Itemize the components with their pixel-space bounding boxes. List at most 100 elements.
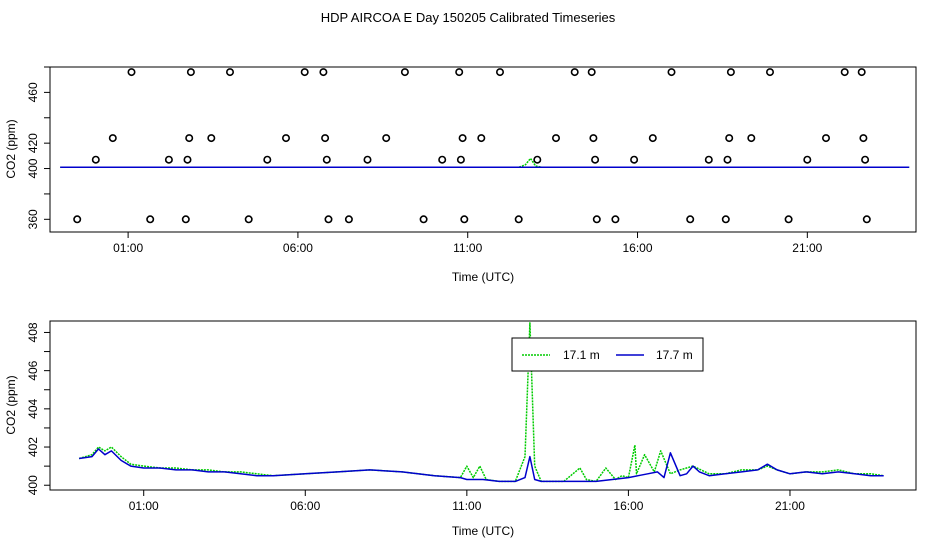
bottom-y-axis: 400 402 404 406 408 xyxy=(26,322,50,495)
calibration-marker xyxy=(344,215,353,224)
bottom-x-tick-label: 16:00 xyxy=(613,499,643,513)
calibration-marker xyxy=(591,155,600,164)
top-x-tick-label: 01:00 xyxy=(113,241,143,255)
calibration-marker xyxy=(495,68,504,77)
top-x-tick-label: 21:00 xyxy=(792,241,822,255)
calibration-marker xyxy=(181,215,190,224)
bottom-y-tick-label: 406 xyxy=(26,360,40,380)
calibration-marker xyxy=(207,134,216,143)
calibration-marker xyxy=(185,134,194,143)
top-y-axis: 360 400 420 460 xyxy=(26,66,50,229)
calibration-marker xyxy=(821,134,830,143)
calibration-marker xyxy=(862,215,871,224)
bottom-x-tick-label: 21:00 xyxy=(775,499,805,513)
bottom-panel: 400 402 404 406 408 01:00 06:00 11:00 16:00 21:0… xyxy=(4,320,917,538)
calibration-marker xyxy=(859,134,868,143)
top-y-axis-label: CO2 (ppm) xyxy=(4,119,18,178)
calibration-marker xyxy=(721,215,730,224)
top-y-tick-label: 360 xyxy=(26,209,40,229)
calibration-marker xyxy=(186,68,195,77)
top-plot-frame xyxy=(49,66,917,233)
top-y-tick-label: 460 xyxy=(26,82,40,102)
calibration-marker xyxy=(784,215,793,224)
calibration-marker xyxy=(455,68,464,77)
calibration-marker xyxy=(592,215,601,224)
calibration-marker xyxy=(667,68,676,77)
calibration-marker xyxy=(438,155,447,164)
top-x-tick-label: 06:00 xyxy=(283,241,313,255)
calibration-marker xyxy=(704,155,713,164)
calibration-marker xyxy=(108,134,117,143)
legend: 17.1 m 17.7 m xyxy=(511,337,704,372)
calibration-marker xyxy=(321,134,330,143)
calibration-marker xyxy=(458,134,467,143)
top-x-axis-label: Time (UTC) xyxy=(452,270,514,284)
calibration-marker xyxy=(263,155,272,164)
top-markers-group xyxy=(73,68,871,224)
calibration-marker xyxy=(840,68,849,77)
calibration-marker xyxy=(319,68,328,77)
top-x-axis: 01:00 06:00 11:00 16:00 21:00 xyxy=(113,232,823,255)
calibration-marker xyxy=(183,155,192,164)
bottom-x-axis: 01:00 06:00 11:00 16:00 21:00 xyxy=(129,490,805,513)
calibration-marker xyxy=(382,134,391,143)
calibration-marker xyxy=(587,68,596,77)
bottom-series-line-0 xyxy=(78,322,884,483)
top-y-tick-label: 400 xyxy=(26,158,40,178)
top-y-tick-label: 420 xyxy=(26,133,40,153)
calibration-marker xyxy=(146,215,155,224)
calibration-marker xyxy=(861,155,870,164)
calibration-marker xyxy=(324,215,333,224)
legend-box xyxy=(511,337,704,372)
legend-label-17-7m: 17.7 m xyxy=(656,348,693,362)
bottom-series-line-1 xyxy=(78,448,884,483)
calibration-marker xyxy=(400,68,409,77)
chart-title: HDP AIRCOA E Day 150205 Calibrated Times… xyxy=(321,10,616,25)
calibration-marker xyxy=(477,134,486,143)
bottom-y-tick-label: 404 xyxy=(26,399,40,419)
calibration-marker xyxy=(281,134,290,143)
bottom-y-tick-label: 402 xyxy=(26,437,40,457)
bottom-x-tick-label: 01:00 xyxy=(129,499,159,513)
calibration-marker xyxy=(648,134,657,143)
calibration-marker xyxy=(589,134,598,143)
calibration-marker xyxy=(244,215,253,224)
calibration-marker xyxy=(91,155,100,164)
calibration-marker xyxy=(726,68,735,77)
calibration-marker xyxy=(803,155,812,164)
calibration-marker xyxy=(226,68,235,77)
calibration-marker xyxy=(570,68,579,77)
calibration-marker xyxy=(723,155,732,164)
calibration-marker xyxy=(73,215,82,224)
calibration-marker xyxy=(322,155,331,164)
calibration-marker xyxy=(725,134,734,143)
calibration-marker xyxy=(363,155,372,164)
calibration-marker xyxy=(533,155,542,164)
calibration-marker xyxy=(765,68,774,77)
calibration-marker xyxy=(419,215,428,224)
bottom-y-tick-label: 400 xyxy=(26,475,40,495)
calibration-marker xyxy=(514,215,523,224)
legend-label-17-1m: 17.1 m xyxy=(563,348,600,362)
calibration-marker xyxy=(611,215,620,224)
top-series-group xyxy=(60,157,910,169)
calibration-marker xyxy=(164,155,173,164)
bottom-plot-frame xyxy=(49,320,917,491)
bottom-y-axis-label: CO2 (ppm) xyxy=(4,375,18,434)
calibration-marker xyxy=(300,68,309,77)
bottom-y-tick-label: 408 xyxy=(26,322,40,342)
top-x-tick-label: 16:00 xyxy=(623,241,653,255)
bottom-x-tick-label: 11:00 xyxy=(452,499,481,513)
calibration-marker xyxy=(630,155,639,164)
bottom-x-axis-label: Time (UTC) xyxy=(452,524,514,538)
calibration-marker xyxy=(747,134,756,143)
bottom-series-group xyxy=(78,322,884,483)
calibration-marker xyxy=(460,215,469,224)
bottom-x-tick-label: 06:00 xyxy=(290,499,320,513)
calibration-marker xyxy=(456,155,465,164)
calibration-marker xyxy=(857,68,866,77)
calibration-marker xyxy=(127,68,136,77)
calibration-marker xyxy=(551,134,560,143)
top-panel: 360 400 420 460 01:00 06:00 11:00 16:00 21:00 T… xyxy=(4,66,917,284)
